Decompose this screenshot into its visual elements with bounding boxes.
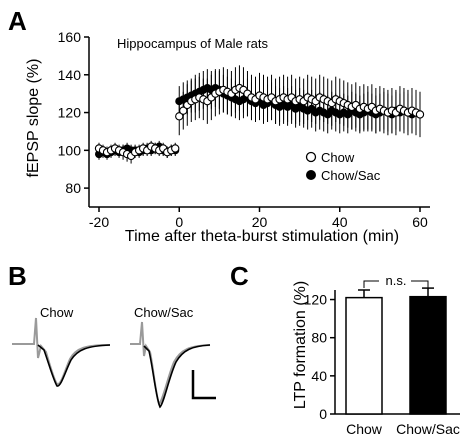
panel-a: A Hippocampus of Male rats 80 100 120 140 16… [8, 6, 430, 245]
panel-a-legend: Chow Chow/Sac [305, 150, 381, 183]
trace-chow-sac-post [143, 344, 211, 409]
panel-c-letter: C [230, 261, 249, 291]
trace-chow [12, 317, 111, 387]
legend-marker-chow-sac [306, 170, 316, 180]
panel-a-y-tick-label: 160 [58, 29, 82, 45]
panel-c-x-tick-label: Chow [346, 421, 383, 437]
trace-chow-baseline [12, 317, 111, 386]
trace-chow-sac [130, 321, 211, 409]
trace-chow-sac-baseline [130, 321, 211, 406]
panel-a-x-tick-label: 0 [175, 214, 183, 230]
panel-c-bars [345, 287, 447, 415]
panel-c-y-tick-label: 0 [319, 406, 327, 422]
bar-chow [345, 296, 383, 415]
panel-a-y-tick-label: 80 [65, 180, 81, 196]
legend-label-chow-sac: Chow/Sac [321, 168, 381, 183]
panel-a-x-tick-label: 20 [252, 214, 268, 230]
panel-c-y-tick-label: 40 [311, 368, 327, 384]
panel-c-y-tick-label: 80 [311, 330, 327, 346]
panel-a-y-tick-label: 140 [58, 67, 82, 83]
data-point-chow [415, 110, 425, 119]
panel-c-x-tick-labels: Chow Chow/Sac [346, 421, 460, 437]
legend-marker-chow [305, 151, 317, 163]
data-point-chow [175, 112, 184, 121]
panel-a-y-ticks: 80 100 120 140 160 [58, 29, 89, 196]
panel-a-x-axis-title: Time after theta-burst stimulation (min) [125, 228, 399, 245]
panel-a-y-tick-label: 120 [58, 105, 82, 121]
panel-a-points [94, 83, 425, 161]
trace-chow-post [37, 344, 111, 387]
panel-b-letter: B [8, 261, 27, 291]
significance-label-bg [379, 274, 411, 286]
panel-a-y-tick-label: 100 [58, 142, 82, 158]
legend-label-chow: Chow [321, 150, 355, 165]
panel-a-x-tick-label: 40 [332, 214, 348, 230]
trace-label-chow-sac: Chow/Sac [134, 305, 194, 320]
data-point-chow [179, 106, 188, 115]
panel-a-letter: A [8, 6, 27, 36]
panel-a-title: Hippocampus of Male rats [117, 36, 269, 51]
panel-c-x-tick-label: Chow/Sac [396, 421, 460, 437]
significance-label: n.s. [386, 273, 407, 288]
panel-c-y-axis-title: LTP formation (%) [292, 281, 309, 409]
panel-b: B Chow Chow/Sac [8, 261, 216, 409]
trace-label-chow: Chow [40, 305, 74, 320]
scale-bar [191, 370, 216, 400]
panel-a-y-axis-title: fEPSP slope (%) [25, 59, 42, 178]
panel-a-x-tick-label: 60 [412, 214, 428, 230]
panel-c-y-ticks: 0 40 80 120 [304, 292, 335, 422]
panel-a-x-tick-label: -20 [89, 214, 109, 230]
panel-c: C 0 40 80 120 Chow Chow/Sac LTP formation (%… [230, 261, 460, 437]
panel-a-x-ticks: -20 0 20 40 60 [89, 207, 428, 230]
bar-chow-sac [409, 295, 447, 415]
data-point-chow [171, 144, 180, 153]
panel-c-y-tick-label: 120 [304, 292, 328, 308]
